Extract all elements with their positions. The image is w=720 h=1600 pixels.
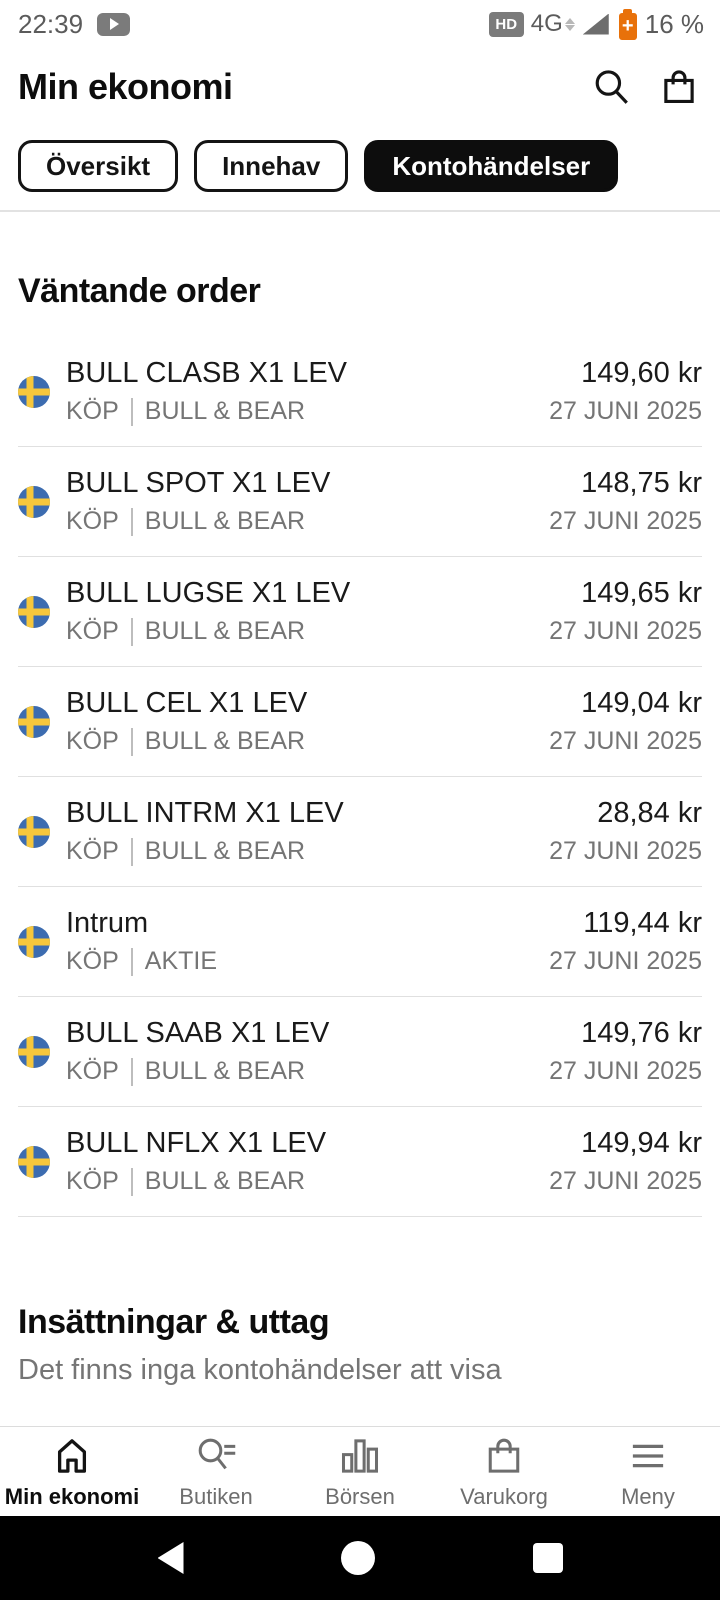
order-name: BULL CLASB X1 LEV bbox=[66, 357, 348, 389]
order-price: 149,76 kr bbox=[581, 1017, 702, 1049]
nav-item-butiken[interactable]: Butiken bbox=[144, 1434, 288, 1510]
order-name: BULL SAAB X1 LEV bbox=[66, 1017, 330, 1049]
order-row[interactable]: BULL SPOT X1 LEV KÖP BULL & BEAR 148,75 k… bbox=[18, 447, 702, 557]
order-name: Intrum bbox=[66, 907, 149, 939]
sweden-flag-icon bbox=[18, 1035, 50, 1068]
sweden-flag-icon bbox=[18, 1145, 50, 1178]
tab-bar: Översikt Innehav Kontohändelser bbox=[18, 140, 702, 192]
order-name: BULL LUGSE X1 LEV bbox=[66, 577, 351, 609]
order-date: 27 JUNI 2025 bbox=[549, 1167, 702, 1195]
order-price: 148,75 kr bbox=[581, 467, 702, 499]
data-activity-icon bbox=[564, 17, 575, 31]
order-subtitle: KÖP AKTIE bbox=[66, 947, 218, 976]
pipe-divider bbox=[130, 617, 133, 646]
tab-oversikt[interactable]: Översikt bbox=[18, 140, 179, 192]
order-price: 119,44 kr bbox=[583, 907, 702, 939]
back-icon[interactable] bbox=[157, 1542, 184, 1574]
order-price: 149,04 kr bbox=[581, 687, 702, 719]
nav-item-min-ekonomi[interactable]: Min ekonomi bbox=[0, 1434, 144, 1510]
order-name: BULL SPOT X1 LEV bbox=[66, 467, 331, 499]
order-name: BULL CEL X1 LEV bbox=[66, 687, 308, 719]
hd-badge-icon: HD bbox=[488, 11, 524, 37]
pipe-divider bbox=[130, 397, 133, 426]
pending-orders-list: BULL CLASB X1 LEV KÖP BULL & BEAR 149,60 … bbox=[0, 337, 720, 1217]
order-row[interactable]: BULL CLASB X1 LEV KÖP BULL & BEAR 149,60 … bbox=[18, 337, 702, 447]
sweden-flag-icon bbox=[18, 705, 50, 738]
deposits-section: Insättningar & uttag Det finns inga kont… bbox=[18, 1303, 702, 1387]
sweden-flag-icon bbox=[18, 485, 50, 518]
order-row[interactable]: BULL LUGSE X1 LEV KÖP BULL & BEAR 149,65 … bbox=[18, 557, 702, 667]
network-type-label: 4G bbox=[530, 10, 563, 37]
nav-item-varukorg[interactable]: Varukorg bbox=[432, 1434, 576, 1510]
order-price: 149,60 kr bbox=[581, 357, 702, 389]
order-date: 27 JUNI 2025 bbox=[549, 617, 702, 645]
order-subtitle: KÖP BULL & BEAR bbox=[66, 1057, 306, 1086]
nav-item-borsen[interactable]: Börsen bbox=[288, 1434, 432, 1510]
search-icon[interactable] bbox=[590, 66, 632, 108]
nav-item-meny[interactable]: Meny bbox=[576, 1434, 720, 1510]
order-subtitle: KÖP BULL & BEAR bbox=[66, 837, 306, 866]
menu-icon bbox=[626, 1434, 670, 1478]
recents-icon[interactable] bbox=[532, 1543, 563, 1573]
bar-chart-icon bbox=[338, 1434, 382, 1478]
pipe-divider bbox=[130, 947, 133, 976]
order-date: 27 JUNI 2025 bbox=[549, 727, 702, 755]
order-subtitle: KÖP BULL & BEAR bbox=[66, 507, 306, 536]
pipe-divider bbox=[130, 1167, 133, 1196]
order-subtitle: KÖP BULL & BEAR bbox=[66, 1167, 306, 1196]
divider bbox=[0, 210, 720, 212]
home-icon bbox=[50, 1434, 94, 1478]
pipe-divider bbox=[130, 507, 133, 536]
sweden-flag-icon bbox=[18, 375, 50, 408]
pending-orders-title: Väntande order bbox=[18, 272, 261, 310]
battery-charging-icon: + bbox=[618, 8, 637, 40]
sweden-flag-icon bbox=[18, 815, 50, 848]
shopping-bag-icon bbox=[482, 1434, 526, 1478]
order-price: 149,94 kr bbox=[581, 1127, 702, 1159]
android-navigation-bar bbox=[0, 1516, 720, 1600]
status-bar: 22:39 HD 4G + 16 % bbox=[0, 0, 720, 48]
sweden-flag-icon bbox=[18, 925, 50, 958]
order-row[interactable]: Intrum KÖP AKTIE 119,44 kr 27 JUNI 2025 bbox=[18, 887, 702, 997]
order-subtitle: KÖP BULL & BEAR bbox=[66, 617, 306, 646]
tab-innehav[interactable]: Innehav bbox=[194, 140, 349, 192]
order-subtitle: KÖP BULL & BEAR bbox=[66, 397, 306, 426]
order-row[interactable]: BULL CEL X1 LEV KÖP BULL & BEAR 149,04 kr… bbox=[18, 667, 702, 777]
tab-kontohandelser[interactable]: Kontohändelser bbox=[364, 140, 619, 192]
bottom-navigation: Min ekonomi Butiken Börsen Varukorg bbox=[0, 1426, 720, 1516]
pipe-divider bbox=[130, 727, 133, 756]
order-name: BULL NFLX X1 LEV bbox=[66, 1127, 327, 1159]
home-icon[interactable] bbox=[341, 1541, 375, 1575]
signal-strength-icon bbox=[582, 13, 609, 35]
order-subtitle: KÖP BULL & BEAR bbox=[66, 727, 306, 756]
deposits-title: Insättningar & uttag bbox=[18, 1303, 330, 1341]
pipe-divider bbox=[130, 1057, 133, 1086]
order-date: 27 JUNI 2025 bbox=[549, 397, 702, 425]
order-name: BULL INTRM X1 LEV bbox=[66, 797, 344, 829]
deposits-empty-message: Det finns inga kontohändelser att visa bbox=[18, 1354, 502, 1386]
order-date: 27 JUNI 2025 bbox=[549, 507, 702, 535]
shopping-bag-icon[interactable] bbox=[658, 66, 700, 108]
order-price: 28,84 kr bbox=[597, 797, 702, 829]
order-row[interactable]: BULL NFLX X1 LEV KÖP BULL & BEAR 149,94 k… bbox=[18, 1107, 702, 1217]
order-row[interactable]: BULL SAAB X1 LEV KÖP BULL & BEAR 149,76 k… bbox=[18, 997, 702, 1107]
page-title: Min ekonomi bbox=[18, 66, 233, 107]
order-date: 27 JUNI 2025 bbox=[549, 1057, 702, 1085]
order-price: 149,65 kr bbox=[581, 577, 702, 609]
search-list-icon bbox=[194, 1434, 238, 1478]
pipe-divider bbox=[130, 837, 133, 866]
youtube-notification-icon bbox=[97, 12, 131, 36]
battery-percent-label: 16 % bbox=[644, 8, 704, 39]
order-row[interactable]: BULL INTRM X1 LEV KÖP BULL & BEAR 28,84 k… bbox=[18, 777, 702, 887]
app-header: Min ekonomi bbox=[0, 58, 720, 116]
sweden-flag-icon bbox=[18, 595, 50, 628]
clock: 22:39 bbox=[18, 8, 84, 39]
order-date: 27 JUNI 2025 bbox=[549, 837, 702, 865]
order-date: 27 JUNI 2025 bbox=[549, 947, 702, 975]
